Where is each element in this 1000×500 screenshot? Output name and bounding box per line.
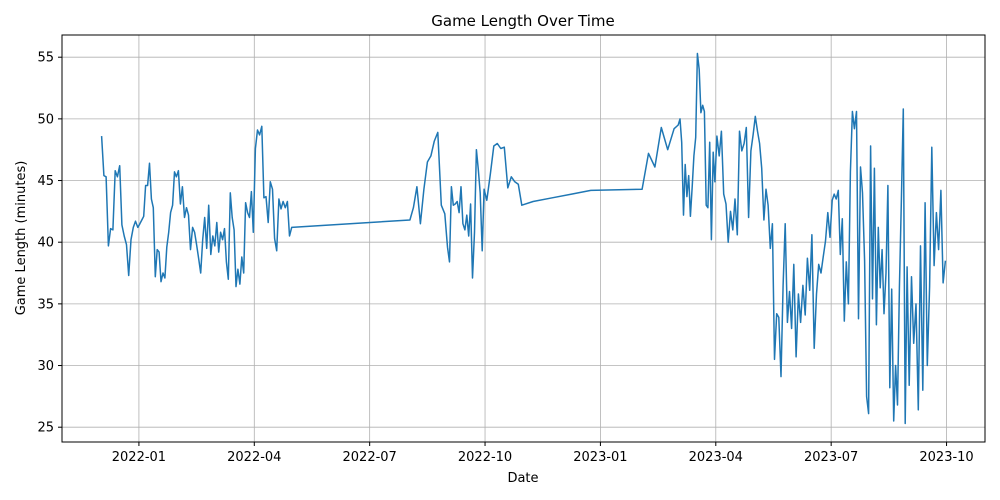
x-tick-label: 2022-10 xyxy=(458,450,512,465)
x-tick-label: 2023-04 xyxy=(689,450,743,465)
x-tick-label: 2023-10 xyxy=(919,450,973,465)
y-tick-label: 40 xyxy=(37,236,54,251)
x-tick-label: 2023-01 xyxy=(573,450,627,465)
y-tick-label: 35 xyxy=(37,297,54,312)
data-line xyxy=(100,52,947,425)
y-tick-label: 45 xyxy=(37,174,54,189)
plot-frame xyxy=(61,34,986,443)
y-tick-label: 50 xyxy=(37,112,54,127)
y-tick-label: 25 xyxy=(37,421,54,436)
chart-title: Game Length Over Time xyxy=(431,12,615,30)
x-axis-label: Date xyxy=(507,471,538,486)
x-tick-label: 2022-01 xyxy=(112,450,166,465)
y-tick-label: 55 xyxy=(37,51,54,66)
x-tick-label: 2022-07 xyxy=(343,450,397,465)
x-tick-label: 2022-04 xyxy=(227,450,281,465)
y-axis-label: Game Length (minutes) xyxy=(14,161,29,316)
x-tick-label: 2023-07 xyxy=(804,450,858,465)
y-tick-label: 30 xyxy=(37,359,54,374)
